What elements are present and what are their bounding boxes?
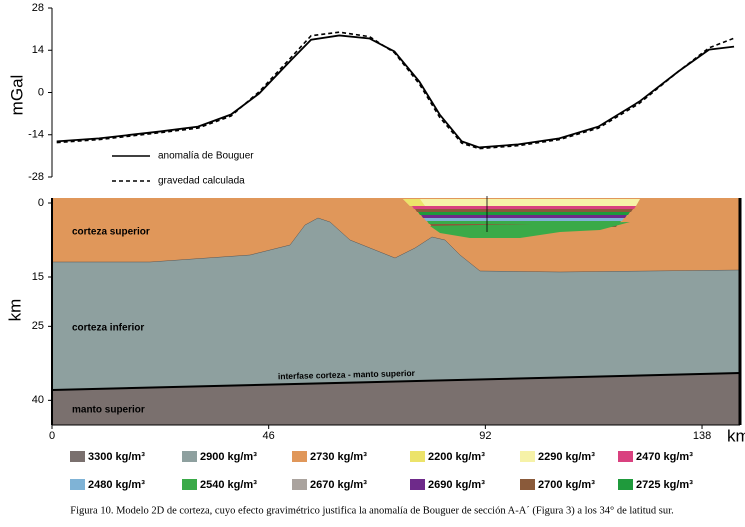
basin-layer	[418, 212, 630, 215]
basin-top	[403, 199, 640, 206]
y-tick-label: -28	[28, 171, 44, 183]
y-tick-label: 14	[32, 44, 44, 56]
y-tick-label: -14	[28, 129, 44, 141]
legend-swatch	[292, 479, 307, 490]
x-tick-label: 0	[49, 430, 55, 442]
x-tick-label: 138	[693, 430, 711, 442]
legend-label: 2725 kg/m³	[636, 479, 693, 491]
y-tick-label: 0	[38, 197, 44, 209]
legend-swatch	[618, 451, 633, 462]
basin-yellow	[403, 199, 425, 206]
y-label: km	[5, 299, 24, 322]
y-tick-label: 40	[32, 394, 44, 406]
legend-label: 2700 kg/m³	[538, 479, 595, 491]
legend-swatch	[520, 451, 535, 462]
layer-label: manto superior	[72, 405, 145, 416]
basin-layer	[421, 215, 627, 218]
x-label: km	[727, 426, 745, 445]
legend-swatch	[70, 479, 85, 490]
legend-label: 2200 kg/m³	[428, 451, 485, 463]
legend-label: 2900 kg/m³	[200, 451, 257, 463]
y-tick-label: 28	[32, 2, 44, 14]
layer-label: corteza inferior	[72, 323, 144, 334]
legend-label: 3300 kg/m³	[88, 451, 145, 463]
x-tick-label: 92	[479, 430, 491, 442]
layer-label: interfase corteza - manto superior	[278, 368, 416, 381]
legend-label: 2690 kg/m³	[428, 479, 485, 491]
y-tick-label: 25	[32, 320, 44, 332]
legend-label: gravedad calculada	[158, 176, 245, 187]
legend-swatch	[182, 479, 197, 490]
legend-swatch	[520, 479, 535, 490]
basin-layer	[412, 206, 636, 209]
basin-green	[430, 222, 630, 238]
legend-swatch	[410, 479, 425, 490]
legend-swatch	[618, 479, 633, 490]
legend-label: 2480 kg/m³	[88, 479, 145, 491]
moho	[51, 372, 741, 391]
basin-layer	[415, 209, 633, 212]
legend-label: 2470 kg/m³	[636, 451, 693, 463]
legend-label: 2670 kg/m³	[310, 479, 367, 491]
caption: Figura 10. Modelo 2D de corteza, cuyo ef…	[70, 505, 673, 516]
y-tick-label: 15	[32, 271, 44, 283]
legend-swatch	[182, 451, 197, 462]
y-tick-label: 0	[38, 86, 44, 98]
legend-label: 2730 kg/m³	[310, 451, 367, 463]
series-line	[56, 31, 735, 150]
x-tick-label: 46	[263, 430, 275, 442]
legend-label: 2540 kg/m³	[200, 479, 257, 491]
layer-label: corteza superior	[72, 227, 150, 238]
legend-swatch	[292, 451, 307, 462]
y-label: mGal	[7, 75, 26, 116]
basin-layer	[424, 218, 624, 221]
legend-label: anomalía de Bouguer	[158, 151, 254, 162]
series-line	[56, 34, 735, 149]
legend-swatch	[70, 451, 85, 462]
legend-swatch	[410, 451, 425, 462]
legend-label: 2290 kg/m³	[538, 451, 595, 463]
